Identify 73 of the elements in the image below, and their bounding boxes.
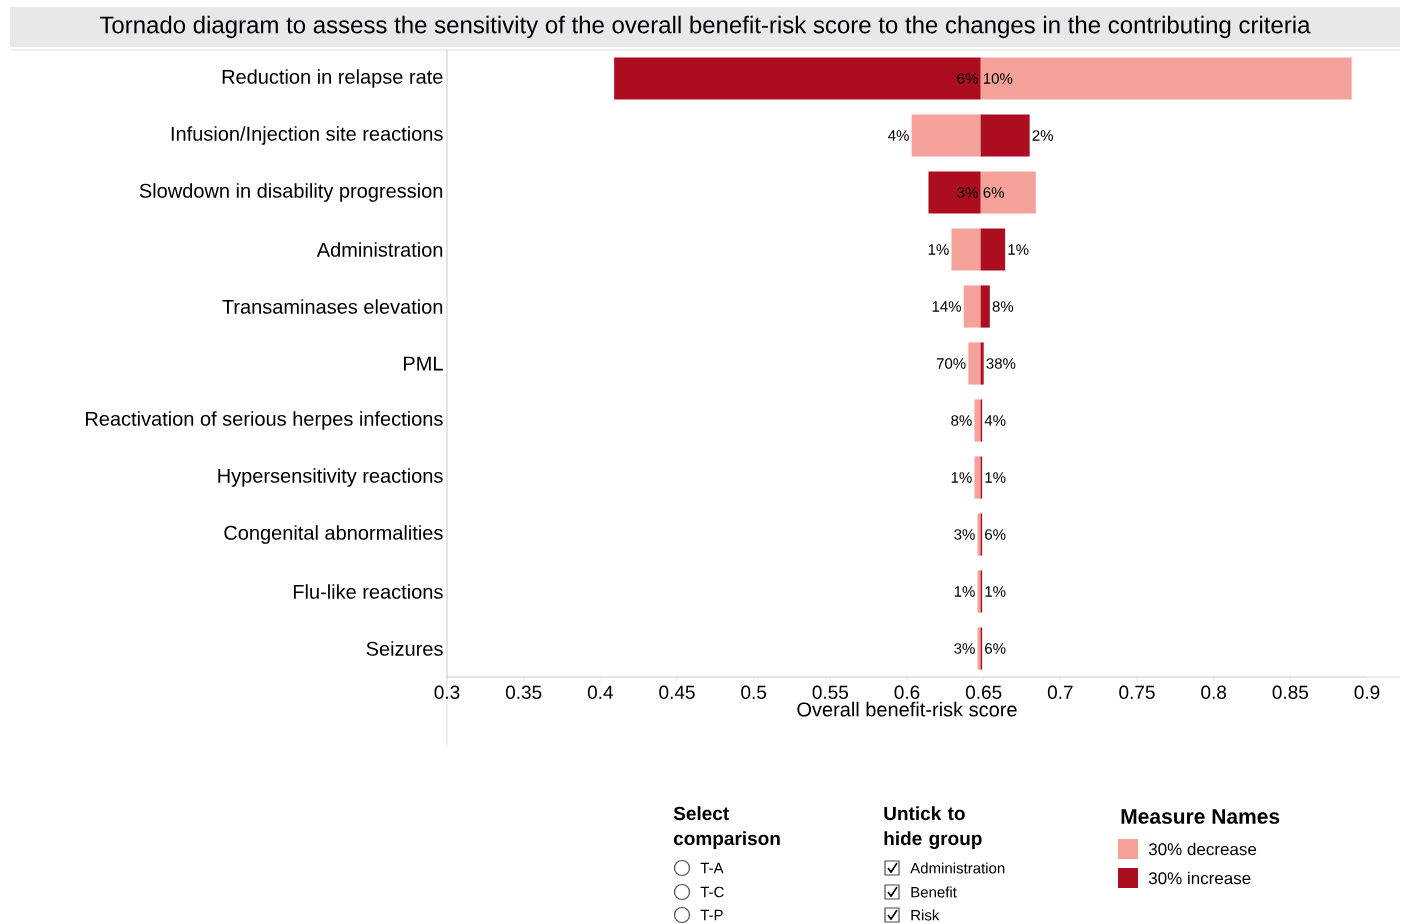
annotation: 1% (954, 586, 975, 597)
bar (614, 57, 981, 100)
y-tick-label: Transaminases elevation (222, 299, 443, 314)
annotation: 1% (985, 472, 1006, 483)
bar (911, 114, 981, 157)
annotation: 4% (984, 415, 1006, 426)
x-tick-label: 0.4 (587, 685, 613, 699)
x-tick-label: 0.45 (659, 685, 695, 699)
x-tick-label: 0.7 (1047, 685, 1073, 699)
annotation: 1% (1008, 244, 1029, 255)
y-tick-label: Seizures (366, 641, 443, 656)
text: Administration (910, 862, 1005, 874)
text: Risk (911, 909, 940, 921)
x-tick-label: 0.5 (741, 685, 767, 699)
bar (974, 399, 981, 442)
annotation: 3% (957, 187, 978, 198)
y-tick-label: Flu-like reactions (293, 584, 443, 599)
annotation: 38% (986, 358, 1016, 369)
annotation: 14% (932, 301, 961, 312)
annotation: 1% (928, 244, 949, 255)
x-tick-label: 0.85 (1272, 685, 1309, 699)
bar (928, 171, 981, 214)
bar (980, 342, 984, 385)
annotation: 6% (985, 643, 1006, 654)
y-tick-label: Reactivation of serious herpes infections (86, 411, 443, 430)
bar (980, 228, 1006, 271)
bar (980, 57, 1352, 100)
x-tick-label: 0.75 (1119, 685, 1155, 699)
bar (980, 114, 1030, 157)
text: Untick to hide group (884, 806, 982, 849)
annotation: 6% (957, 73, 978, 84)
annotation: 1% (951, 472, 972, 483)
x-axis-title: Overall benefit-risk score (797, 701, 1017, 717)
x-tick-label: 0.9 (1354, 685, 1380, 699)
y-tick-label: Congenital abnormalities (224, 525, 443, 544)
annotation: 8% (951, 415, 972, 426)
x-tick-label: 0.8 (1201, 685, 1227, 699)
annotation: 1% (985, 586, 1006, 597)
annotation: 3% (954, 643, 975, 654)
text: T-A (700, 862, 724, 874)
annotation: 2% (1032, 130, 1054, 141)
text: Benefit (911, 886, 957, 898)
bar (980, 285, 990, 328)
annotation: 6% (983, 187, 1004, 198)
y-tick-label: Hypersensitivity reactions (218, 468, 443, 487)
bar (951, 228, 981, 271)
x-tick-label: 0.3 (434, 685, 460, 699)
y-tick-label: Slowdown in disability progression (139, 183, 443, 202)
annotation: 6% (985, 529, 1006, 540)
text: T-P (700, 909, 723, 921)
x-tick-label: 0.6 (894, 685, 920, 699)
x-tick-label: 0.35 (505, 685, 542, 699)
text: T-C (700, 886, 724, 898)
legend-label: 30% decrease (1148, 842, 1257, 856)
legend-title: Measure Names (1121, 809, 1280, 824)
y-tick-label: Administration (316, 242, 443, 257)
annotation: 70% (936, 358, 966, 369)
bar (974, 456, 981, 499)
annotation: 10% (983, 73, 1013, 84)
y-tick-label: PML (403, 356, 443, 371)
annotation: 3% (954, 529, 975, 540)
x-tick-label: 0.55 (812, 685, 849, 699)
bar (963, 285, 981, 328)
text: Select comparison (673, 806, 780, 849)
bar (980, 171, 1036, 214)
chart-title: Tornado diagram to assess the sensitivity of the overall benefit-risk score to the changes in the contributing criteria (99, 15, 1311, 39)
x-tick-label: 0.65 (965, 685, 1002, 699)
annotation: 8% (992, 301, 1014, 312)
y-tick-label: Infusion/Injection site reactions (171, 126, 443, 145)
y-tick-label: Reduction in relapse rate (222, 69, 443, 88)
legend-label: 30% increase (1148, 871, 1251, 885)
bar (968, 342, 981, 385)
annotation: 4% (888, 130, 909, 141)
